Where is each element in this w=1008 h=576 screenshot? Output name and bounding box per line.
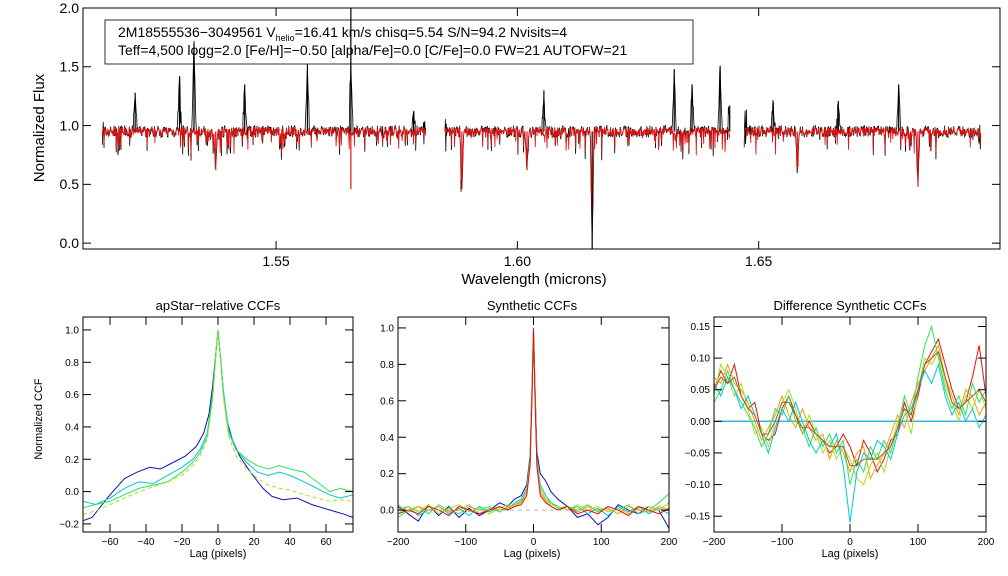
spectrum-ytick-label: 1.0 [60, 117, 80, 133]
difference_ccf-ytick-label: 0.10 [691, 354, 711, 365]
synthetic-ccf-panel: Synthetic CCFs Lag (pixels) −200 −100 0 100… [380, 298, 678, 560]
difference_ccf-ytick-label: −0.05 [685, 448, 711, 459]
apstar_ccf-ytick-label: 0.2 [65, 455, 79, 466]
difference_ccf-plot-area [713, 324, 987, 523]
annotation-line1-sub: helio [276, 33, 295, 43]
difference_ccf-xtick-label: −100 [771, 537, 794, 548]
model-spectrum-chip-2 [444, 125, 731, 225]
apstar-ccf-ylabel: Normalized CCF [33, 378, 45, 460]
difference_ccf-xtick-label: 200 [978, 537, 995, 548]
difference_ccf-xtick-label: −200 [703, 537, 726, 548]
spectrum-annotation-line1: 2M18555536−3049561 Vhelio=16.41 km/s chi… [118, 24, 567, 43]
spectrum-annotation-box [104, 19, 694, 65]
apstar_ccf-series-visit-3 [82, 329, 354, 509]
synthetic_ccf-xtick-label: 200 [661, 537, 678, 548]
difference_ccf-ytick-label: 0.15 [691, 322, 711, 333]
spectrum-xtick-label: 1.65 [745, 253, 772, 269]
synthetic_ccf-series-visit-5 [397, 329, 670, 515]
apstar-ccf-panel: apStar−relative CCFs Lag (pixels) Normal… [33, 298, 354, 560]
model-spectrum-chip-3 [743, 126, 982, 178]
difference_ccf-series-diff-3 [713, 350, 987, 486]
apstar-ccf-title: apStar−relative CCFs [156, 298, 281, 313]
synthetic-ccf-title: Synthetic CCFs [487, 298, 578, 313]
apstar_ccf-xtick-label: 20 [248, 537, 260, 548]
spectrum-ylabel: Normalized Flux [31, 73, 48, 182]
apstar_ccf-ytick-label: 1.0 [65, 325, 79, 336]
apstar_ccf-plot-area [82, 329, 354, 522]
synthetic_ccf-ytick-label: 0.2 [380, 469, 394, 480]
apstar_ccf-xtick-label: −60 [102, 537, 119, 548]
apstar_ccf-ytick-label: 0.4 [65, 422, 79, 433]
spectrum-xtick-label: 1.55 [262, 253, 289, 269]
apstar_ccf-xtick-label: 0 [215, 537, 221, 548]
difference_ccf-series-diff-6 [713, 350, 987, 467]
spectrum-frame [82, 7, 1001, 250]
model-spectrum-chip-1 [101, 125, 427, 162]
difference_ccf-ytick-label: 0.00 [691, 417, 711, 428]
apstar_ccf-ytick-label: 0.8 [65, 358, 79, 369]
synthetic_ccf-ytick-label: 0.6 [380, 396, 394, 407]
apstar_ccf-ytick-label: 0.0 [65, 487, 79, 498]
apstar_ccf-frame [82, 316, 354, 533]
spectrum-annotation-line2: Teff=4,500 logg=2.0 [Fe/H]=−0.50 [alpha/… [118, 42, 627, 58]
difference_ccf-series-diff-1 [713, 337, 987, 474]
apstar_ccf-ytick-label: −0.2 [59, 519, 79, 530]
synthetic_ccf-xtick-label: −100 [454, 537, 477, 548]
synthetic_ccf-series-visit-3 [397, 329, 670, 518]
apstar_ccf-xtick-label: 40 [284, 537, 296, 548]
spectrum-xlabel: Wavelength (microns) [461, 271, 606, 288]
synthetic_ccf-series-visit-2 [397, 329, 670, 517]
difference_ccf-series-diff-2 [713, 344, 987, 480]
spectrum-panel: Normalized Flux Wavelength (microns) 2M1… [31, 0, 1001, 288]
synthetic_ccf-ytick-label: 0.0 [380, 506, 394, 517]
apstar_ccf-series-visit-4 [82, 331, 354, 515]
synthetic_ccf-series-visit-4 [397, 329, 670, 515]
synthetic_ccf-ytick-label: 0.8 [380, 360, 394, 371]
synthetic_ccf-series-visit-1 [397, 329, 670, 529]
synthetic_ccf-plot-area [397, 327, 670, 529]
difference-ccf-panel: Difference Synthetic CCFs Lag (pixels) −… [685, 298, 995, 560]
spectrum-ytick-label: 0.5 [60, 176, 80, 192]
difference_ccf-frame [713, 316, 987, 533]
spectrum-ytick-label: 0.0 [60, 235, 80, 251]
apstar_ccf-xtick-label: 60 [320, 537, 332, 548]
apstar-ccf-xlabel: Lag (pixels) [190, 548, 247, 560]
synthetic_ccf-xtick-label: 100 [593, 537, 610, 548]
difference_ccf-ytick-label: −0.15 [685, 512, 711, 523]
synthetic_ccf-ytick-label: 0.4 [380, 433, 394, 444]
spectrum-ytick-label: 1.5 [60, 59, 80, 75]
apstar_ccf-series-visit-1 [82, 331, 354, 522]
annotation-line1-suffix: =16.41 km/s chisq=5.54 S/N=94.2 Nvisits=… [295, 24, 568, 40]
observed-spectrum-chip-2 [444, 65, 731, 241]
spectrum-plot-area [101, 8, 982, 249]
synthetic_ccf-ytick-label: 1.0 [380, 323, 394, 334]
difference_ccf-ytick-label: −0.10 [685, 480, 711, 491]
synthetic-ccf-xlabel: Lag (pixels) [504, 548, 561, 560]
difference-ccf-title: Difference Synthetic CCFs [774, 298, 927, 313]
observed-spectrum-chip-3 [743, 87, 982, 187]
apstar_ccf-xtick-label: −20 [174, 537, 191, 548]
synthetic_ccf-series-visit-6 [397, 327, 670, 517]
difference-ccf-xlabel: Lag (pixels) [822, 548, 879, 560]
synthetic_ccf-xtick-label: −200 [387, 537, 410, 548]
annotation-line1-prefix: 2M18555536−3049561 V [118, 24, 276, 40]
difference_ccf-series-diff-4 [713, 324, 987, 485]
difference_ccf-xtick-label: 0 [847, 537, 853, 548]
difference_ccf-xtick-label: 100 [910, 537, 927, 548]
apstar_ccf-ytick-label: 0.6 [65, 390, 79, 401]
synthetic_ccf-xtick-label: 0 [531, 537, 537, 548]
spectrum-xtick-label: 1.60 [504, 253, 531, 269]
spectrum-ytick-label: 2.0 [60, 0, 80, 16]
apstar_ccf-xtick-label: −40 [138, 537, 155, 548]
difference_ccf-ytick-label: 0.05 [691, 385, 711, 396]
